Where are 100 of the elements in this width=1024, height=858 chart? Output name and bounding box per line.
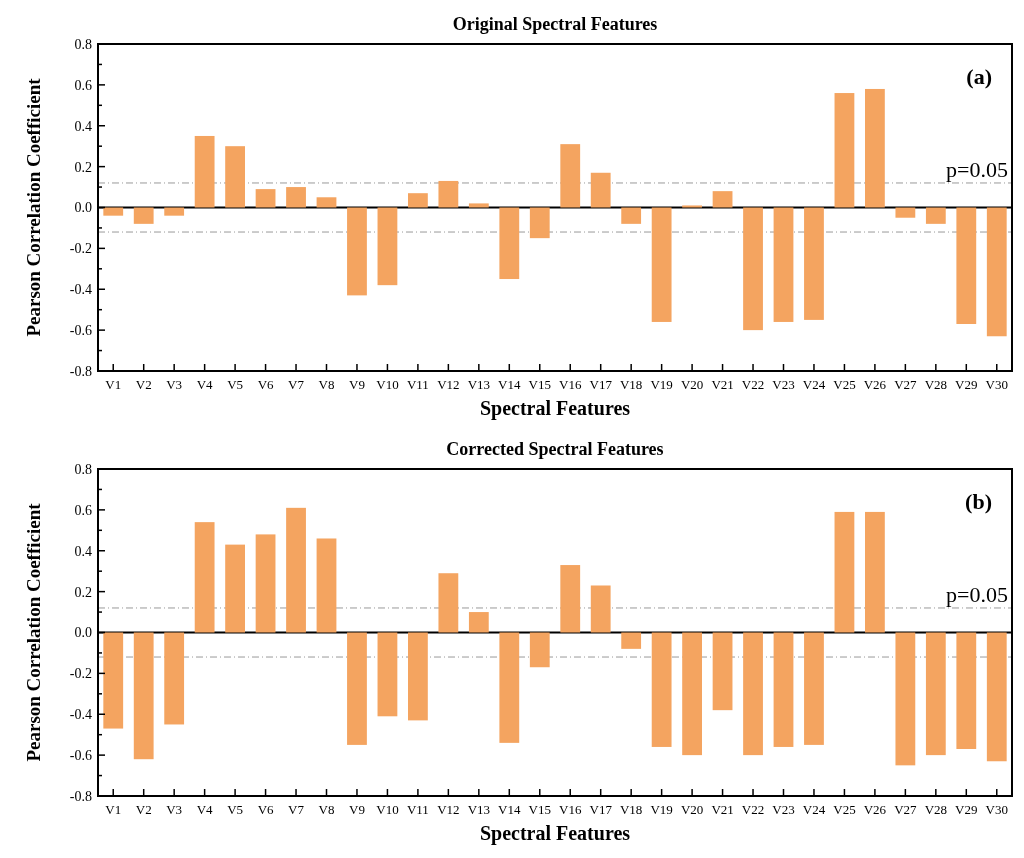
bar <box>773 632 794 747</box>
x-tick-label: V18 <box>619 802 643 817</box>
y-axis-title: Pearson Correlation Coefficient <box>23 77 44 337</box>
bar <box>682 632 702 756</box>
x-tick-label: V4 <box>196 377 214 392</box>
bar <box>316 197 337 208</box>
bar <box>103 632 124 729</box>
x-tick-label: V22 <box>741 802 765 817</box>
bar <box>103 207 124 216</box>
x-tick-label: V2 <box>135 377 152 392</box>
bar <box>225 544 245 633</box>
x-tick-label: V15 <box>528 377 551 392</box>
y-tick-label: -0.4 <box>69 707 92 723</box>
x-tick-label: V6 <box>257 377 275 392</box>
x-tick-label: V7 <box>288 377 305 392</box>
bar <box>499 632 520 743</box>
bar <box>347 632 367 745</box>
bar <box>925 207 946 224</box>
x-tick-label: V1 <box>105 377 122 392</box>
x-tick-label: V20 <box>680 377 704 392</box>
x-tick-label: V23 <box>772 802 795 817</box>
x-tick-label: V16 <box>559 802 582 817</box>
bar <box>804 632 824 745</box>
x-tick-label: V3 <box>166 802 183 817</box>
bar <box>529 207 550 239</box>
y-tick-label: 0.4 <box>74 118 92 134</box>
bar <box>468 203 489 208</box>
x-tick-label: V30 <box>985 802 1008 817</box>
bar <box>255 534 276 633</box>
bar <box>743 207 763 331</box>
x-tick-label: V4 <box>196 802 214 817</box>
bar <box>377 207 398 286</box>
bar <box>347 207 367 296</box>
bar <box>316 538 337 633</box>
bar <box>164 207 185 216</box>
x-tick-label: V14 <box>498 377 521 392</box>
bar <box>164 632 185 725</box>
bar <box>986 207 1007 337</box>
x-tick-label: V8 <box>318 377 335 392</box>
bar <box>712 191 733 208</box>
x-tick-label: V7 <box>288 802 305 817</box>
bar <box>255 189 276 208</box>
annotation: p=0.05 <box>946 156 1008 182</box>
bar <box>194 522 215 633</box>
x-tick-label: V22 <box>741 377 765 392</box>
bar <box>529 632 550 668</box>
y-tick-label: 0.0 <box>74 625 92 641</box>
bar <box>133 632 154 760</box>
x-tick-label: V25 <box>833 802 856 817</box>
x-tick-label: V23 <box>772 377 795 392</box>
x-tick-label: V21 <box>711 377 734 392</box>
bar <box>560 565 581 633</box>
x-tick-label: V11 <box>406 802 429 817</box>
bar <box>651 207 672 322</box>
y-tick-label: -0.8 <box>69 363 92 379</box>
x-tick-label: V28 <box>924 377 948 392</box>
bar <box>682 205 702 208</box>
bar <box>194 135 215 208</box>
x-axis-title: Spectral Features <box>479 397 631 420</box>
annotation: (a) <box>966 64 992 89</box>
x-tick-label: V10 <box>376 377 399 392</box>
x-tick-label: V5 <box>227 802 244 817</box>
y-tick-label: -0.2 <box>69 241 92 257</box>
x-tick-label: V9 <box>349 377 365 392</box>
x-tick-label: V5 <box>227 377 244 392</box>
y-tick-label: -0.6 <box>69 323 92 339</box>
x-tick-label: V26 <box>863 802 887 817</box>
y-tick-label: -0.4 <box>69 282 92 298</box>
bar <box>865 511 885 633</box>
x-tick-label: V19 <box>650 802 673 817</box>
y-axis-title: Pearson Correlation Coefficient <box>23 502 44 762</box>
y-tick-label: 0.6 <box>74 77 92 93</box>
x-tick-label: V17 <box>589 802 613 817</box>
x-tick-label: V24 <box>802 802 826 817</box>
x-tick-label: V8 <box>318 802 335 817</box>
x-tick-label: V19 <box>650 377 673 392</box>
bar <box>468 612 489 633</box>
x-tick-label: V28 <box>924 802 948 817</box>
bar <box>621 632 642 649</box>
y-tick-label: 0.2 <box>74 159 92 175</box>
bar <box>133 207 154 224</box>
x-tick-label: V26 <box>863 377 887 392</box>
bar <box>895 207 916 218</box>
chart-title: Corrected Spectral Features <box>446 439 664 459</box>
bar <box>925 632 946 756</box>
x-tick-label: V17 <box>589 377 613 392</box>
x-tick-label: V14 <box>498 802 521 817</box>
y-tick-label: 0.4 <box>74 543 92 559</box>
x-tick-label: V20 <box>680 802 704 817</box>
bar <box>895 632 916 766</box>
y-tick-label: 0.8 <box>74 461 92 477</box>
y-tick-label: -0.8 <box>69 788 92 804</box>
bar <box>743 632 763 756</box>
x-tick-label: V18 <box>619 377 643 392</box>
bar <box>286 507 306 633</box>
x-axis-title: Spectral Features <box>479 822 631 845</box>
x-tick-label: V13 <box>467 377 491 392</box>
bar <box>438 573 459 633</box>
x-tick-label: V29 <box>955 377 978 392</box>
y-tick-label: 0.6 <box>74 502 92 518</box>
